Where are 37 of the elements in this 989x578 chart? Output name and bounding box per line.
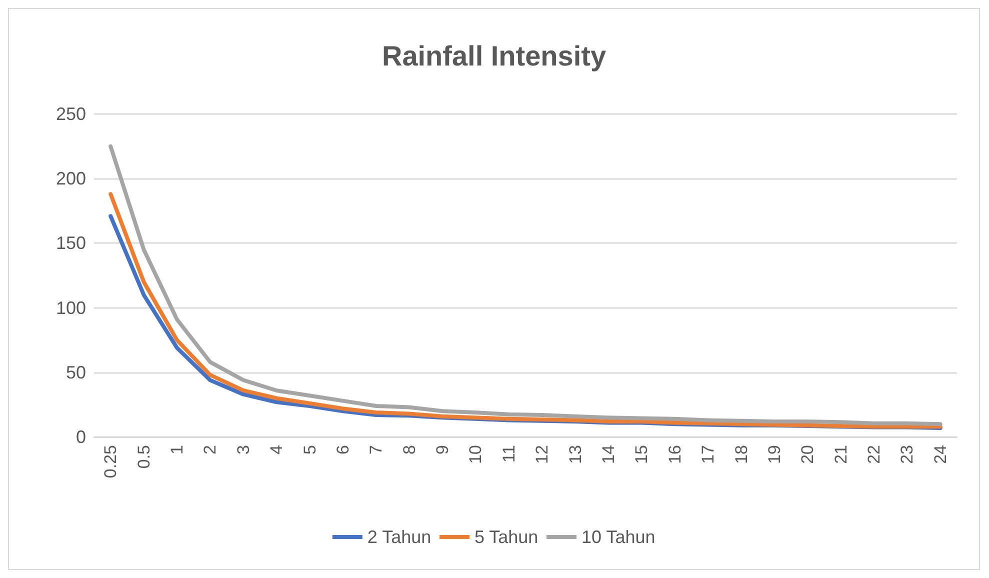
line-series	[108, 144, 942, 426]
x-tick-label: 23	[898, 445, 917, 464]
x-tick-label: 14	[598, 445, 618, 464]
x-tick-label: 16	[665, 445, 684, 464]
chart-title: Rainfall Intensity	[382, 40, 606, 72]
x-tick-label: 10	[466, 445, 486, 464]
x-tick-label: 20	[798, 445, 818, 464]
x-tick-label: 19	[764, 445, 784, 464]
x-tick-label: 9	[433, 445, 452, 454]
y-tick-label: 200	[56, 168, 86, 189]
x-tick-label: 15	[632, 445, 652, 464]
x-tick-label: 8	[400, 445, 419, 454]
y-tick-label: 250	[56, 104, 86, 124]
y-tick-label: 100	[56, 298, 86, 318]
y-tick-label: 150	[56, 233, 86, 254]
x-tick-label: 17	[698, 445, 718, 464]
x-tick-label: 22	[864, 445, 884, 464]
x-tick-label: 24	[930, 445, 950, 464]
x-tick-label: 0.25	[101, 445, 120, 478]
x-tick-label: 1	[167, 445, 186, 454]
x-tick-label: 2	[200, 445, 220, 454]
x-tick-label: 0.5	[134, 445, 154, 469]
x-tick-label: 13	[566, 445, 585, 464]
legend-label: 5 Tahun	[474, 527, 538, 547]
x-tick-label: 3	[234, 445, 253, 454]
y-tick-label: 0	[76, 427, 86, 447]
legend-label: 10 Tahun	[582, 527, 656, 547]
x-tick-label: 21	[831, 445, 850, 464]
legend-label: 2 Tahun	[367, 527, 432, 547]
x-tick-label: 11	[499, 445, 518, 463]
x-tick-label: 6	[333, 445, 352, 454]
x-tick-label: 4	[267, 445, 286, 454]
y-tick-label: 50	[66, 362, 86, 382]
x-tick-label: 7	[366, 445, 386, 454]
x-tick-label: 18	[732, 445, 751, 464]
x-tick-label: 5	[300, 445, 320, 454]
x-tick-label: 12	[532, 445, 552, 464]
